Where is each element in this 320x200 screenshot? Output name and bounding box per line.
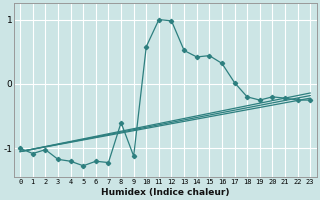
X-axis label: Humidex (Indice chaleur): Humidex (Indice chaleur) (101, 188, 229, 197)
